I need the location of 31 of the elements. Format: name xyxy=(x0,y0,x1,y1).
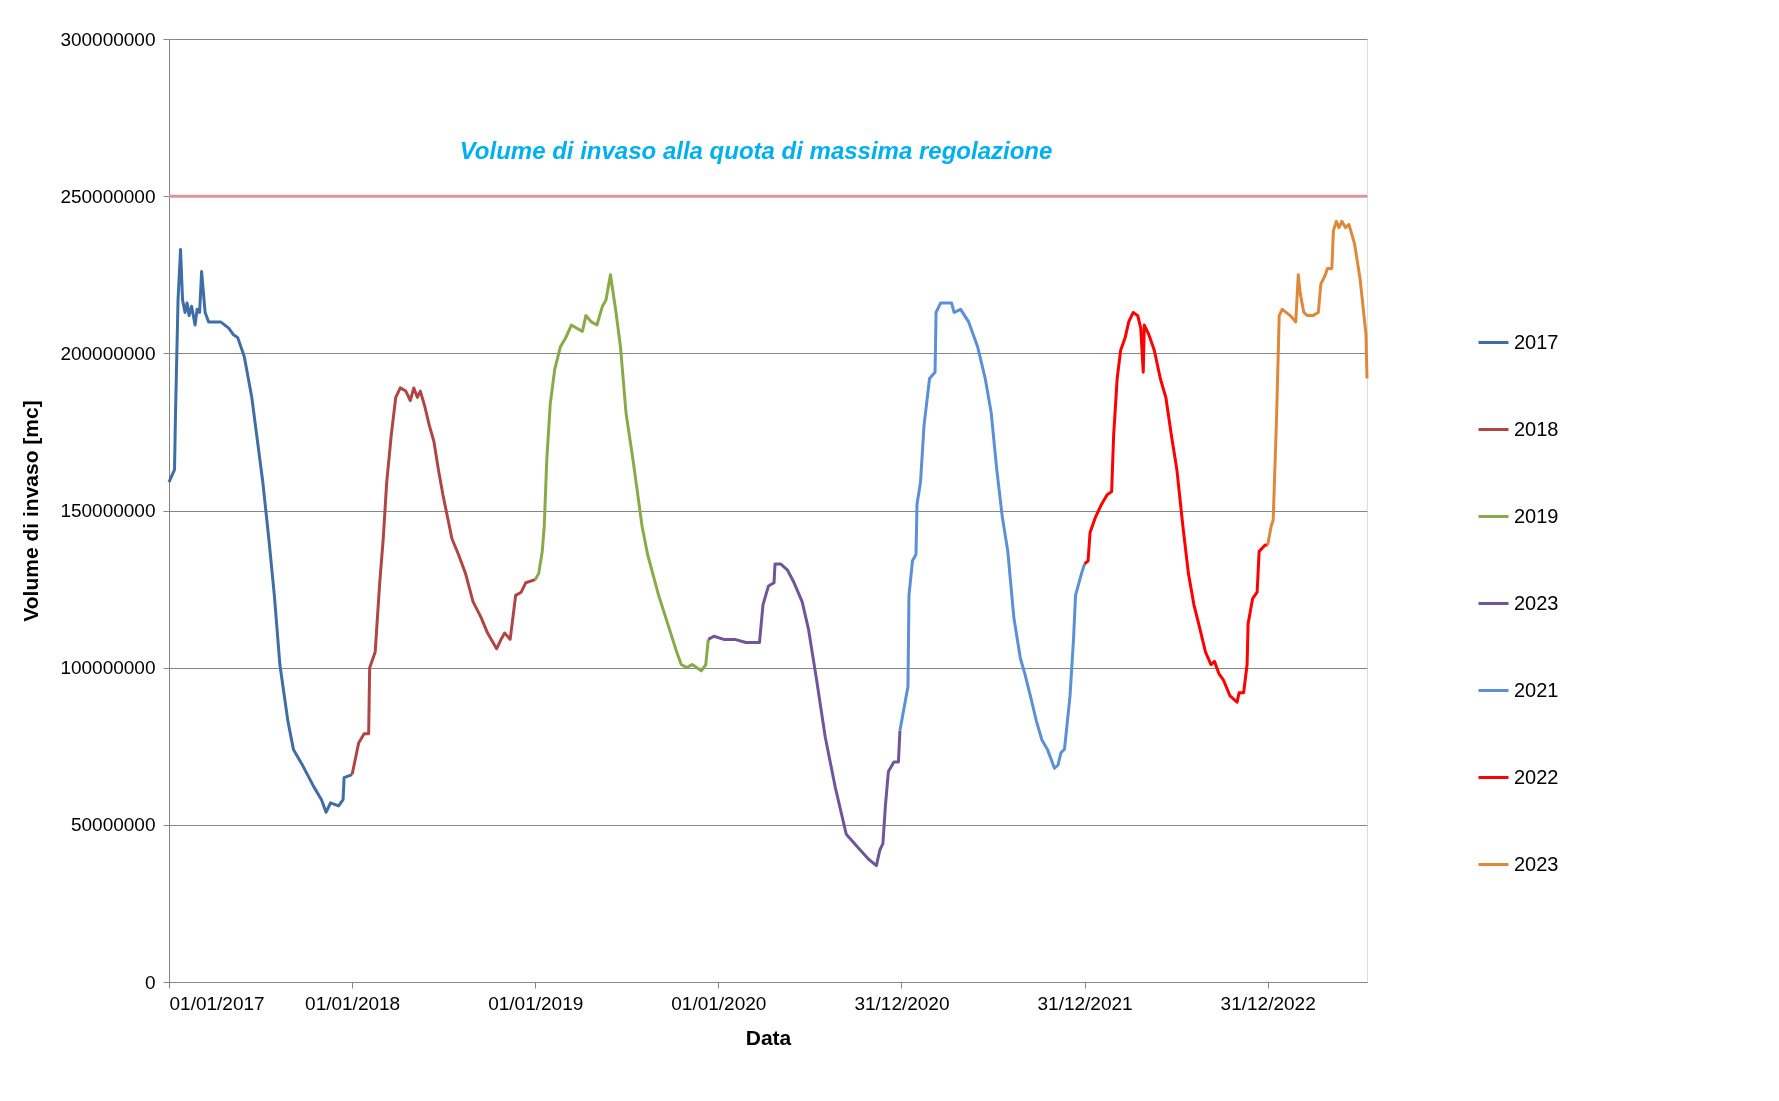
x-tick-label: 01/01/2019 xyxy=(488,992,584,1014)
y-axis-title: Volume di invaso [mc] xyxy=(19,400,43,622)
y-tick-label: 50000000 xyxy=(70,814,156,836)
line-series xyxy=(167,248,354,814)
y-tick-label: 200000000 xyxy=(60,342,156,364)
legend-label: 2023 xyxy=(1514,591,1559,614)
y-tick-label: 100000000 xyxy=(60,657,156,679)
y-tick-label: 250000000 xyxy=(60,185,156,207)
line-series xyxy=(350,386,537,777)
legend-label: 2023 xyxy=(1514,852,1559,875)
line-series xyxy=(898,301,1087,770)
line-series xyxy=(533,273,710,673)
x-tick-label: 31/12/2022 xyxy=(1220,992,1316,1014)
legend-label: 2017 xyxy=(1514,330,1559,353)
x-tick-label: 01/01/2018 xyxy=(305,992,401,1014)
line-series xyxy=(1266,219,1369,547)
x-tick-label: 31/12/2020 xyxy=(854,992,950,1014)
line-series xyxy=(706,562,902,868)
y-tick-label: 0 xyxy=(144,971,156,993)
x-tick-label: 01/01/2017 xyxy=(169,992,265,1014)
x-tick-label: 31/12/2021 xyxy=(1037,992,1133,1014)
legend-label: 2022 xyxy=(1514,765,1559,788)
legend-label: 2018 xyxy=(1514,417,1559,440)
legend-label: 2019 xyxy=(1514,504,1559,527)
legend-label: 2021 xyxy=(1514,678,1559,701)
line-series xyxy=(1083,310,1270,704)
y-tick-label: 150000000 xyxy=(60,500,156,521)
y-tick-label: 300000000 xyxy=(60,28,156,50)
x-axis-title: Data xyxy=(745,1025,792,1049)
x-tick-label: 01/01/2020 xyxy=(671,992,767,1014)
ref-line-label: Volume di invaso alla quota di massima regolazione xyxy=(459,137,1053,165)
